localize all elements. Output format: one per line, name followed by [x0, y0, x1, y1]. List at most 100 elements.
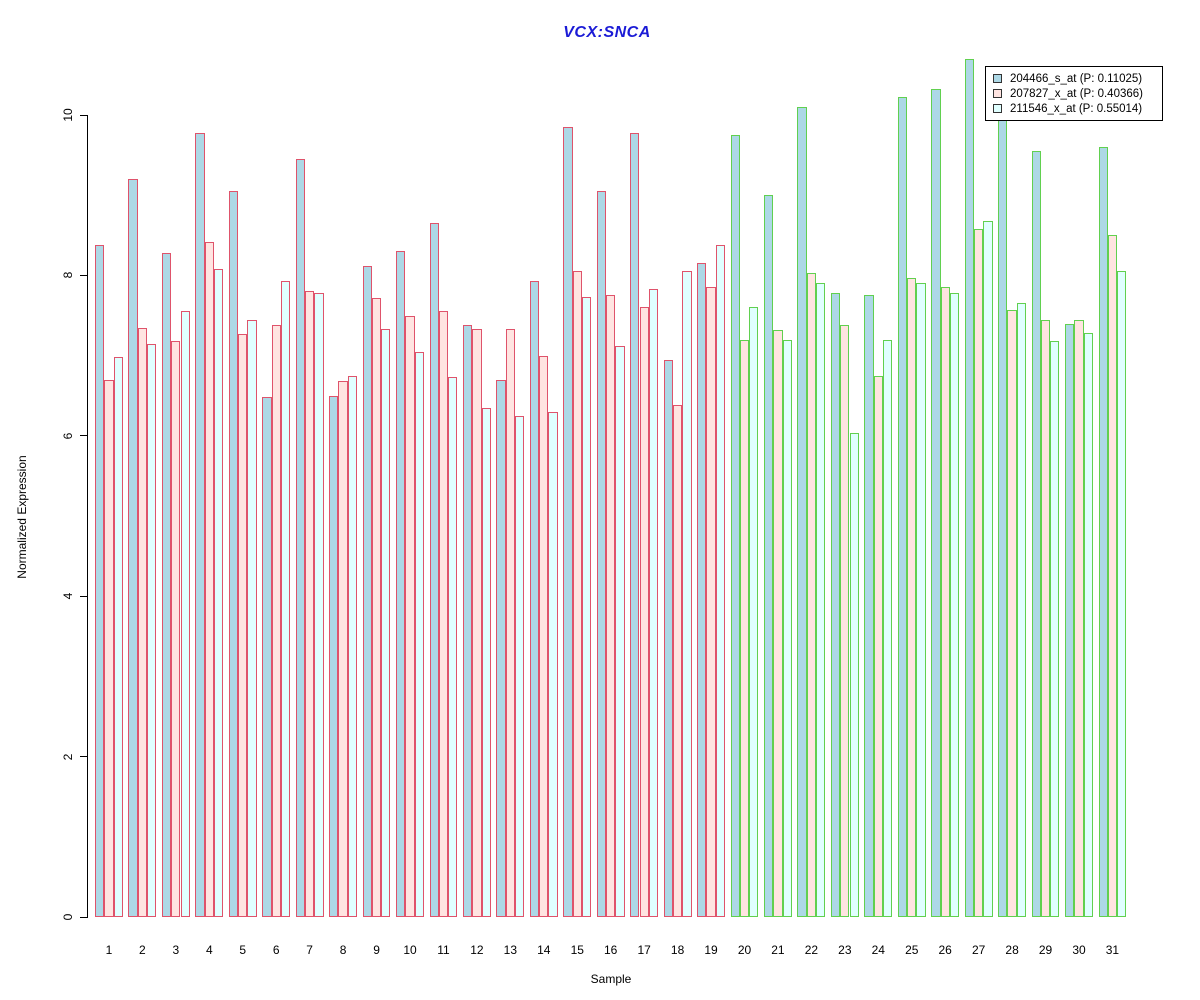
bar-sample28-series3 — [1016, 303, 1027, 917]
x-tick-label: 31 — [1105, 943, 1120, 957]
bar-sample29-series3 — [1050, 341, 1060, 917]
x-tick-label: 29 — [1038, 943, 1053, 957]
bar-sample11-series3 — [448, 377, 458, 917]
bar-sample26-series3 — [949, 293, 960, 917]
y-axis-tick — [80, 756, 87, 758]
bar-sample2-series3 — [147, 343, 157, 917]
bar-sample11-series1 — [429, 223, 439, 917]
bar-sample1-series3 — [113, 357, 123, 917]
y-axis-line — [87, 115, 88, 918]
bar-sample11-series2 — [438, 311, 449, 917]
bar-sample29-series1 — [1031, 151, 1041, 917]
bar-sample31-series2 — [1107, 235, 1118, 917]
x-tick-label: 18 — [670, 943, 685, 957]
x-tick-label: 14 — [537, 943, 551, 957]
y-tick-label: 10 — [61, 108, 75, 122]
legend-swatch-series2 — [993, 89, 1002, 98]
x-tick-label: 11 — [437, 943, 450, 957]
x-tick-label: 26 — [938, 943, 952, 957]
bar-sample26-series2 — [940, 287, 950, 917]
x-tick-label: 3 — [172, 943, 180, 957]
bar-sample2-series1 — [128, 179, 138, 917]
y-axis-tick — [80, 435, 87, 437]
bar-sample18-series1 — [663, 359, 673, 917]
bar-sample15-series2 — [572, 271, 582, 917]
bar-sample29-series2 — [1040, 319, 1051, 917]
bar-sample8-series1 — [329, 395, 339, 917]
bar-sample2-series2 — [137, 327, 148, 917]
bar-sample16-series2 — [606, 295, 616, 917]
bar-sample19-series2 — [706, 287, 716, 917]
bar-sample3-series2 — [171, 341, 181, 917]
bar-sample24-series1 — [864, 295, 874, 917]
bar-sample5-series2 — [238, 333, 248, 917]
bar-sample5-series1 — [228, 191, 239, 917]
y-axis-tick — [80, 114, 87, 116]
x-tick-label: 21 — [771, 943, 785, 957]
bar-sample9-series2 — [371, 297, 382, 917]
bar-sample22-series3 — [816, 283, 826, 917]
x-tick-label: 4 — [205, 943, 213, 957]
y-axis-tick — [80, 595, 87, 597]
bar-sample4-series1 — [195, 132, 205, 917]
legend-row: 211546_x_at (P: 0.55014) — [993, 101, 1162, 116]
bar-sample17-series1 — [630, 132, 640, 917]
chart-title: VCX:SNCA — [563, 24, 651, 41]
x-tick-label: 20 — [737, 943, 752, 957]
bar-sample21-series3 — [782, 339, 792, 917]
x-tick-label: 22 — [804, 943, 819, 957]
legend-swatch-series3 — [993, 104, 1002, 113]
bar-sample13-series1 — [496, 379, 506, 917]
x-tick-label: 6 — [272, 943, 280, 957]
bar-sample9-series3 — [381, 329, 391, 917]
bar-sample15-series3 — [581, 297, 592, 917]
legend-row: 207827_x_at (P: 0.40366) — [993, 86, 1162, 101]
x-tick-label: 23 — [838, 943, 852, 957]
y-tick-label: 4 — [61, 592, 75, 600]
bar-sample30-series3 — [1083, 333, 1093, 917]
bar-sample22-series2 — [806, 272, 817, 917]
x-tick-label: 30 — [1072, 943, 1086, 957]
bar-sample27-series1 — [964, 58, 974, 917]
bar-sample31-series1 — [1098, 147, 1108, 917]
bar-sample6-series3 — [280, 281, 291, 917]
x-tick-label: 25 — [905, 943, 919, 957]
x-tick-label: 16 — [604, 943, 618, 957]
bar-sample7-series2 — [305, 291, 315, 917]
bar-sample14-series3 — [548, 411, 558, 917]
y-axis-tick — [80, 274, 87, 276]
y-tick-label: 8 — [61, 272, 75, 279]
bar-sample10-series2 — [405, 315, 415, 917]
bar-sample18-series2 — [672, 405, 683, 917]
bar-sample21-series2 — [773, 329, 783, 917]
bar-sample19-series3 — [715, 244, 725, 917]
bar-sample21-series1 — [764, 195, 774, 917]
bar-sample5-series3 — [247, 319, 257, 917]
y-axis-label: Normalized Expression — [15, 455, 29, 579]
x-tick-label: 5 — [239, 943, 247, 957]
bar-sample12-series1 — [462, 325, 473, 917]
bar-sample26-series1 — [931, 89, 941, 917]
y-tick-label: 2 — [61, 753, 75, 760]
x-tick-label: 15 — [570, 943, 584, 957]
x-tick-label: 8 — [339, 943, 347, 957]
bar-sample28-series2 — [1007, 309, 1017, 917]
bar-sample12-series3 — [481, 407, 491, 917]
bar-sample7-series3 — [314, 293, 324, 917]
legend-swatch-series1 — [993, 74, 1002, 83]
bar-sample19-series1 — [697, 263, 707, 917]
bar-sample25-series3 — [916, 283, 926, 917]
bar-sample15-series1 — [563, 127, 573, 917]
bar-sample23-series1 — [830, 293, 841, 917]
bar-sample28-series1 — [998, 119, 1008, 917]
bar-sample1-series1 — [95, 244, 105, 917]
bar-sample20-series1 — [730, 135, 740, 917]
bar-sample14-series1 — [529, 281, 540, 917]
bar-sample8-series2 — [338, 381, 348, 917]
legend-row: 204466_s_at (P: 0.11025) — [993, 71, 1162, 86]
x-tick-label: 13 — [503, 943, 518, 957]
bar-sample8-series3 — [347, 375, 358, 917]
bar-sample17-series3 — [648, 289, 659, 917]
bar-sample6-series1 — [262, 397, 272, 917]
